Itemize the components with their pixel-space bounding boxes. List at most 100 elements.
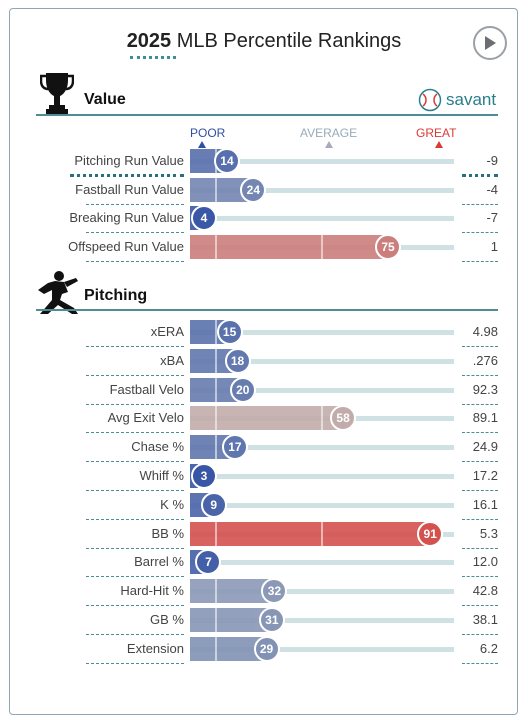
row-separator [462,203,498,205]
percentile-bubble[interactable]: 20 [229,376,256,403]
row-separator [462,634,498,635]
percentile-track [190,159,454,164]
row-separator [86,432,184,434]
row-separator [462,518,498,520]
metric-label: xBA [160,352,184,368]
metric-value: 6.2 [479,640,498,656]
percentile-bar[interactable] [190,235,388,260]
row-separator [86,374,184,376]
row-separator [462,461,498,463]
percentile-bubble[interactable]: 24 [240,176,267,203]
metric-value: -4 [486,181,498,197]
percentile-bubble[interactable]: 17 [221,434,248,461]
metric-label: Offspeed Run Value [68,239,184,255]
metric-label: GB % [150,612,184,627]
metric-label: Whiff % [139,468,184,483]
play-button[interactable] [473,26,507,60]
scale-great-marker [435,141,443,148]
percentile-bar[interactable] [190,521,431,546]
metric-value: -7 [486,210,498,226]
percentile-bubble[interactable]: 29 [253,635,280,662]
percentile-bubble[interactable]: 15 [216,319,243,345]
metric-label: BB % [151,525,184,541]
row-separator [462,374,498,376]
section-title-pitching: Pitching [84,287,148,304]
scale-average-marker [325,141,333,148]
bar-tick [215,521,218,546]
row-separator [86,346,184,347]
bar-tick [321,521,323,546]
metric-value: 5.3 [479,525,498,541]
row-separator [462,547,498,549]
pitcher-icon [38,271,78,314]
row-separator [86,232,184,234]
percentile-track [190,330,454,335]
metric-value: 12.0 [472,554,498,570]
percentile-bubble[interactable]: 91 [417,520,444,547]
metric-label: Barrel % [134,554,184,570]
metric-value: 89.1 [472,410,498,426]
bar-tick [215,235,218,260]
row-separator [462,346,498,347]
row-separator [462,490,498,491]
percentile-track [190,560,454,566]
percentile-bubble[interactable]: 32 [261,578,288,605]
row-separator [86,634,184,635]
percentile-bubble[interactable]: 4 [191,205,217,232]
percentile-track [190,474,454,479]
row-highlight-dotted [462,174,498,177]
percentile-bubble[interactable]: 9 [200,491,227,518]
metric-label: xERA [150,324,184,339]
row-separator [86,518,184,520]
metric-label: Fastball Run Value [75,181,184,197]
row-separator [86,461,184,463]
play-icon [485,36,496,50]
percentile-bubble[interactable]: 58 [330,405,357,432]
percentile-bubble[interactable]: 3 [191,463,217,489]
metric-label: Hard-Hit % [120,583,184,599]
percentile-bar[interactable] [190,406,344,431]
bar-tick [215,435,218,460]
section-title-value: Value [84,91,126,108]
metric-value: 17.2 [472,468,498,483]
percentile-track [190,216,454,222]
percentile-bubble[interactable]: 14 [213,148,240,174]
metric-label: K % [160,496,184,512]
metric-label: Avg Exit Velo [107,410,184,426]
title-text: MLB Percentile Rankings [176,30,402,52]
metric-label: Pitching Run Value [74,153,184,168]
metric-value: 42.8 [472,583,498,599]
title-year: 2025 [126,30,172,52]
scale-average-label: AVERAGE [300,126,358,140]
percentile-track [190,646,454,652]
metric-label: Fastball Velo [109,381,184,397]
metric-value: 1 [490,239,498,255]
row-separator [462,576,498,578]
row-separator [86,547,184,549]
metric-value: .276 [472,352,498,368]
percentile-bubble[interactable]: 75 [375,234,401,261]
percentile-bubble[interactable]: 7 [195,549,222,576]
percentile-bar[interactable] [190,608,272,632]
metric-value: 16.1 [472,496,498,512]
percentile-track [190,589,454,595]
savant-logo[interactable]: savant [418,88,496,112]
percentile-track [190,618,454,623]
section-rule-value [36,114,498,116]
percentile-bubble[interactable]: 18 [224,347,251,374]
scale-poor-label: POOR [190,126,226,140]
page-title: 2025 MLB Percentile Rankings [0,30,528,53]
bar-tick [215,406,218,431]
percentile-track [190,358,454,364]
bar-tick [215,377,218,402]
metric-label: Breaking Run Value [69,210,184,226]
trophy-icon [40,73,74,116]
row-separator [86,403,184,405]
percentile-bar[interactable] [190,579,275,604]
row-separator [86,203,184,205]
metric-value: 92.3 [472,381,498,397]
percentile-bubble[interactable]: 31 [258,607,285,633]
bar-tick [215,177,218,202]
bar-tick [215,320,218,344]
scale-great-label: GREAT [416,126,457,140]
